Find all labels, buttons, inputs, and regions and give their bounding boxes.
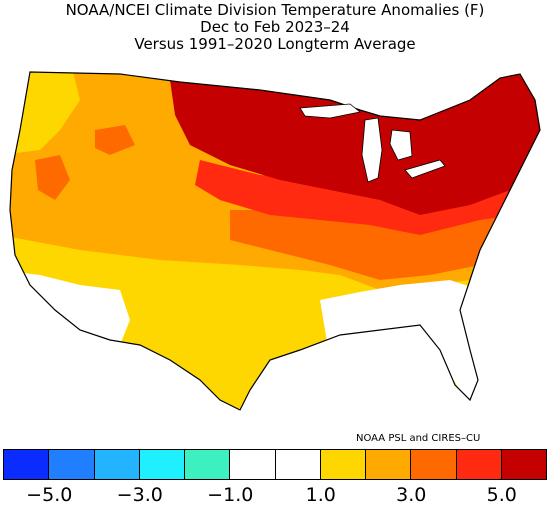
great-lake-erie	[404, 159, 446, 179]
legend-tick-label: 5.0	[486, 484, 517, 506]
legend-tick-label: −3.0	[116, 484, 163, 506]
great-lake-michigan	[361, 117, 383, 183]
legend-swatch	[274, 449, 321, 480]
legend-swatch	[410, 449, 457, 480]
us-climate-division-map	[0, 60, 550, 430]
anomaly-white-southeast	[320, 280, 490, 405]
great-lake-superior	[299, 103, 361, 119]
anomaly-dark-orange-west	[35, 155, 70, 200]
legend-tick-label: 1.0	[305, 484, 336, 506]
anomaly-dark-red-core	[170, 75, 540, 215]
title-line-1: NOAA/NCEI Climate Division Temperature A…	[65, 1, 485, 19]
legend-swatch	[3, 449, 50, 480]
legend-swatch	[138, 449, 185, 480]
title-line-3: Versus 1991–2020 Longterm Average	[134, 35, 416, 53]
map-title: NOAA/NCEI Climate Division Temperature A…	[0, 2, 550, 53]
legend-swatch	[184, 449, 231, 480]
legend-swatch	[365, 449, 412, 480]
legend-tick-label: 3.0	[396, 484, 427, 506]
anomaly-dark-orange-nw	[95, 125, 135, 155]
legend-swatch	[319, 449, 366, 480]
color-legend	[3, 449, 547, 480]
legend-swatch	[500, 449, 547, 480]
credit-text: NOAA PSL and CIRES–CU	[356, 433, 481, 444]
legend-swatch	[455, 449, 502, 480]
us-map-svg	[9, 71, 541, 411]
great-lake-huron	[389, 129, 413, 161]
legend-swatch	[93, 449, 140, 480]
legend-swatch	[229, 449, 276, 480]
legend-swatch	[48, 449, 95, 480]
title-line-2: Dec to Feb 2023–24	[200, 18, 350, 36]
legend-tick-label: −1.0	[207, 484, 254, 506]
legend-tick-label: −5.0	[26, 484, 73, 506]
